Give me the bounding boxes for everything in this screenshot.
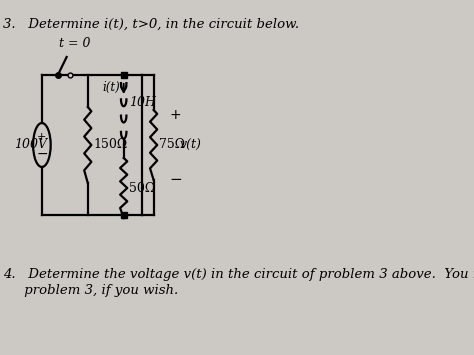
Text: 10H: 10H bbox=[129, 96, 156, 109]
Text: 4.   Determine the voltage v(t) in the circuit of problem 3 above.  You may use : 4. Determine the voltage v(t) in the cir… bbox=[3, 268, 474, 281]
Text: +: + bbox=[37, 132, 46, 142]
Text: −: − bbox=[169, 173, 182, 187]
Text: v(t): v(t) bbox=[180, 138, 201, 152]
Text: t = 0: t = 0 bbox=[59, 37, 91, 50]
Text: +: + bbox=[170, 108, 182, 122]
Text: 100V: 100V bbox=[14, 138, 47, 152]
Text: 75Ω: 75Ω bbox=[159, 138, 185, 152]
Text: i(t): i(t) bbox=[103, 81, 120, 93]
Text: 150Ω: 150Ω bbox=[93, 138, 128, 152]
Text: 3.   Determine i(t), t>0, in the circuit below.: 3. Determine i(t), t>0, in the circuit b… bbox=[3, 18, 299, 31]
Text: 50Ω: 50Ω bbox=[129, 181, 155, 195]
Text: problem 3, if you wish.: problem 3, if you wish. bbox=[3, 284, 178, 297]
Text: −: − bbox=[36, 147, 48, 161]
